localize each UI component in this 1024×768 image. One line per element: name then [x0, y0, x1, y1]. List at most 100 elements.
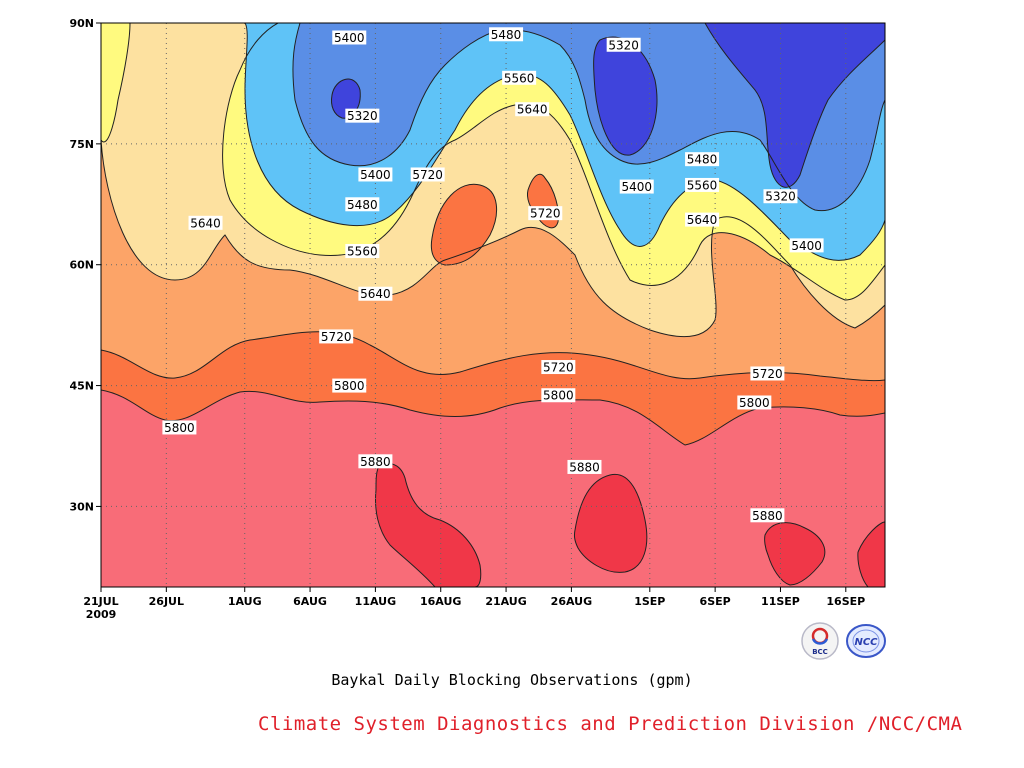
contour-label: 5640: [515, 102, 550, 117]
x-year-label: 2009: [86, 608, 117, 621]
contour-label-box: [332, 378, 367, 393]
contour-label-box: [345, 244, 380, 259]
contour-label-text: 5400: [360, 168, 391, 182]
contour-label-box: [685, 177, 720, 192]
contour-label-box: [685, 152, 720, 167]
contour-label-text: 5480: [347, 198, 378, 212]
contour-label: 5480: [685, 152, 720, 167]
x-tick-label: 26JUL: [149, 595, 184, 608]
contour-label-box: [162, 420, 197, 435]
contour-line-5320-a: [593, 36, 658, 156]
fill-above-5880-b: [574, 474, 647, 573]
contour-label: 5720: [410, 167, 445, 182]
x-tick-label: 21AUG: [485, 595, 526, 608]
contour-label-box: [345, 197, 380, 212]
contour-label-text: 5880: [752, 509, 783, 523]
chart-caption: Baykal Daily Blocking Observations (gpm): [331, 671, 693, 689]
ncc-logo-text: NCC: [854, 637, 878, 648]
contour-label-box: [410, 167, 445, 182]
contour-label: 5640: [188, 215, 223, 230]
contour-label: 5320: [606, 37, 641, 52]
plot-frame: [100, 22, 886, 588]
fill-below-5320-c: [705, 23, 885, 188]
contour-label-text: 5480: [491, 28, 522, 42]
contour-label: 5400: [358, 167, 393, 182]
contour-label-box: [358, 167, 393, 182]
x-tick-label: 16AUG: [420, 595, 461, 608]
contour-label: 5720: [750, 366, 785, 381]
bcc-logo-text: BCC: [812, 648, 828, 656]
contour-label-text: 5480: [687, 153, 718, 167]
contour-label-text: 5640: [190, 216, 221, 230]
contour-label-text: 5720: [543, 361, 574, 375]
x-tick-label: 21JUL: [83, 595, 118, 608]
contour-label: 5640: [358, 286, 393, 301]
axes: 21JUL 26JUL 1AUG 6AUG 11AUG 16AUG 21AUG 26AUG 1S…: [69, 17, 865, 621]
contour-line-5880-c: [764, 522, 826, 586]
contour-label-box: [528, 206, 563, 221]
contour-label-text: 5880: [569, 460, 600, 474]
contour-label-box: [619, 179, 654, 194]
contour-label-text: 5640: [687, 213, 718, 227]
contour-label-box: [489, 27, 524, 42]
x-tick-label: 1SEP: [634, 595, 665, 608]
contour-label-box: [332, 30, 367, 45]
x-tick-label: 11AUG: [355, 595, 396, 608]
contour-label-box: [567, 459, 602, 474]
contour-label: 5800: [737, 395, 772, 410]
credit-line: Climate System Diagnostics and Predictio…: [258, 713, 963, 735]
contour-label-text: 5560: [687, 178, 718, 192]
contour-label: 5560: [345, 244, 380, 259]
contour-label: 5800: [162, 420, 197, 435]
fill-above-5880-d: [857, 522, 885, 587]
contour-label: 5400: [619, 179, 654, 194]
contour-label-text: 5320: [765, 190, 796, 204]
y-tick-label: 90N: [69, 17, 94, 30]
contour-label: 5480: [489, 27, 524, 42]
contour-label-box: [502, 70, 537, 85]
contour-line-5640: [101, 139, 885, 338]
contour-line-5560: [101, 23, 885, 301]
fill-below-5320-a: [593, 36, 658, 156]
contour-label: 5720: [541, 360, 576, 375]
contour-label-text: 5720: [412, 168, 443, 182]
contour-label: 5720: [528, 206, 563, 221]
y-tick-label: 30N: [69, 500, 94, 513]
contour-label-text: 5640: [517, 103, 548, 117]
x-tick-label: 6SEP: [700, 595, 731, 608]
contour-label-box: [515, 102, 550, 117]
contour-label-box: [358, 286, 393, 301]
contour-line-5880-a: [375, 462, 482, 587]
contour-label-box: [737, 395, 772, 410]
x-tick-label: 16SEP: [826, 595, 865, 608]
fill-above-5880-a: [375, 463, 481, 587]
contour-label-box: [358, 454, 393, 469]
contour-label: 5640: [685, 212, 720, 227]
contour-label-box: [319, 329, 354, 344]
contour-label-box: [685, 212, 720, 227]
contour-label-text: 5400: [621, 180, 652, 194]
contour-label-text: 5560: [504, 71, 535, 85]
contour-label-text: 5720: [321, 330, 352, 344]
contour-label-box: [789, 238, 824, 253]
contour-label-text: 5320: [347, 109, 378, 123]
contour-label-text: 5720: [530, 207, 561, 221]
contour-label-text: 5800: [739, 396, 770, 410]
contour-label-text: 5800: [334, 379, 365, 393]
contour-label: 5800: [332, 378, 367, 393]
contour-line-5880-d: [857, 521, 885, 587]
contour-label-box: [606, 37, 641, 52]
contour-label-box: [763, 189, 798, 204]
contour-line-5320-c: [704, 23, 885, 188]
x-tick-label: 6AUG: [293, 595, 327, 608]
fill-5800-5880: [101, 390, 885, 587]
contour-label-text: 5800: [543, 389, 574, 403]
contour-label-box: [750, 366, 785, 381]
y-tick-label: 75N: [69, 138, 94, 151]
contour-label: 5800: [541, 388, 576, 403]
contour-label-text: 5400: [791, 239, 822, 253]
contour-label-box: [188, 215, 223, 230]
contour-fills: [101, 23, 885, 587]
grid-lines: [101, 23, 885, 587]
x-tick-label: 26AUG: [551, 595, 592, 608]
